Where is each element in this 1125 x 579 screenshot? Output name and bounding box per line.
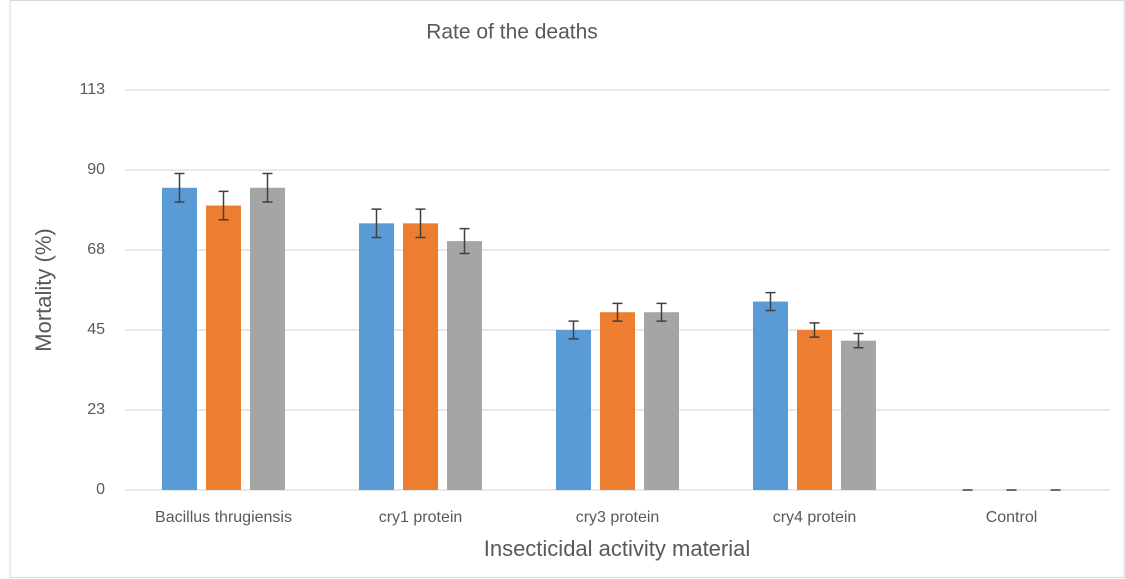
x-tick-label: cry4 protein <box>773 509 857 526</box>
chart-title: Rate of the deaths <box>426 21 598 44</box>
y-tick-label: 90 <box>87 161 105 178</box>
bar <box>447 241 482 490</box>
bar <box>250 187 285 490</box>
error-bar <box>765 291 776 312</box>
error-bar <box>262 172 273 203</box>
error-bar <box>174 172 185 203</box>
error-bar <box>612 302 623 322</box>
error-bar <box>459 227 470 255</box>
bar <box>600 312 635 490</box>
y-axis-title: Mortality (%) <box>31 228 56 351</box>
error-bar <box>656 302 667 322</box>
y-tick-label: 0 <box>96 481 105 498</box>
y-tick-label: 68 <box>87 241 105 258</box>
error-bar <box>415 208 426 239</box>
x-tick-label: cry3 protein <box>576 509 660 526</box>
x-tick-label: Control <box>986 509 1038 526</box>
bar <box>753 301 788 490</box>
x-tick-label: Bacillus thrugiensis <box>155 509 292 526</box>
bar <box>162 187 197 490</box>
error-bar <box>568 320 579 340</box>
y-tick-label: 23 <box>87 401 105 418</box>
bar <box>206 205 241 491</box>
x-axis-title: Insecticidal activity material <box>484 536 751 561</box>
error-bar <box>218 190 229 221</box>
bar <box>556 330 591 490</box>
bar <box>403 223 438 491</box>
chart-border <box>9 0 1125 578</box>
error-bar <box>371 208 382 239</box>
error-bar <box>809 322 820 338</box>
x-tick-label: cry1 protein <box>379 509 463 526</box>
bar <box>359 223 394 491</box>
bar <box>841 340 876 490</box>
y-tick-label: 45 <box>87 321 105 338</box>
bar <box>797 330 832 490</box>
y-tick-label: 113 <box>79 81 105 98</box>
error-bar <box>853 332 864 349</box>
bar <box>644 312 679 490</box>
